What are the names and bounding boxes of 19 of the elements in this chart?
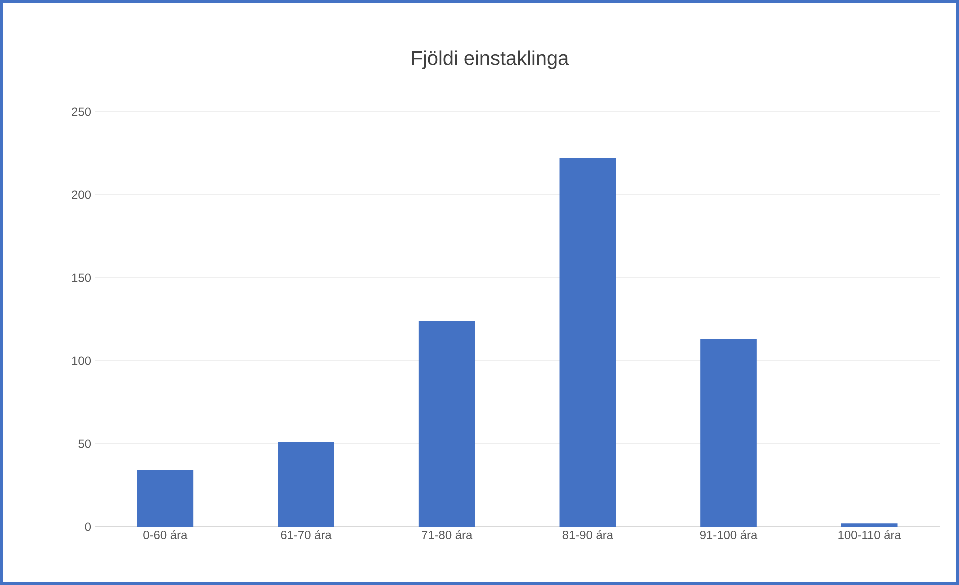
- bar: [841, 524, 898, 527]
- x-tick-label: 81-90 ára: [562, 530, 614, 540]
- bar: [700, 339, 757, 527]
- x-tick-label: 100-110 ára: [838, 530, 902, 540]
- x-tick-label: 0-60 ára: [144, 530, 188, 540]
- bar: [137, 470, 194, 527]
- y-tick-label: 200: [72, 190, 92, 200]
- y-tick-label: 0: [85, 522, 92, 532]
- y-tick-label: 150: [72, 274, 92, 282]
- x-tick-label: 91-100 ára: [700, 530, 758, 540]
- bar: [278, 442, 334, 527]
- bar: [560, 158, 616, 527]
- y-tick-label: 50: [78, 440, 92, 448]
- chart-title: Fjöldi einstaklinga: [412, 50, 570, 70]
- y-tick-label: 250: [72, 108, 92, 116]
- x-tick-label: 61-70 ára: [281, 530, 332, 540]
- x-tick-label: 71-80 ára: [422, 530, 473, 540]
- bar: [418, 321, 476, 527]
- y-tick-label: 100: [72, 356, 92, 366]
